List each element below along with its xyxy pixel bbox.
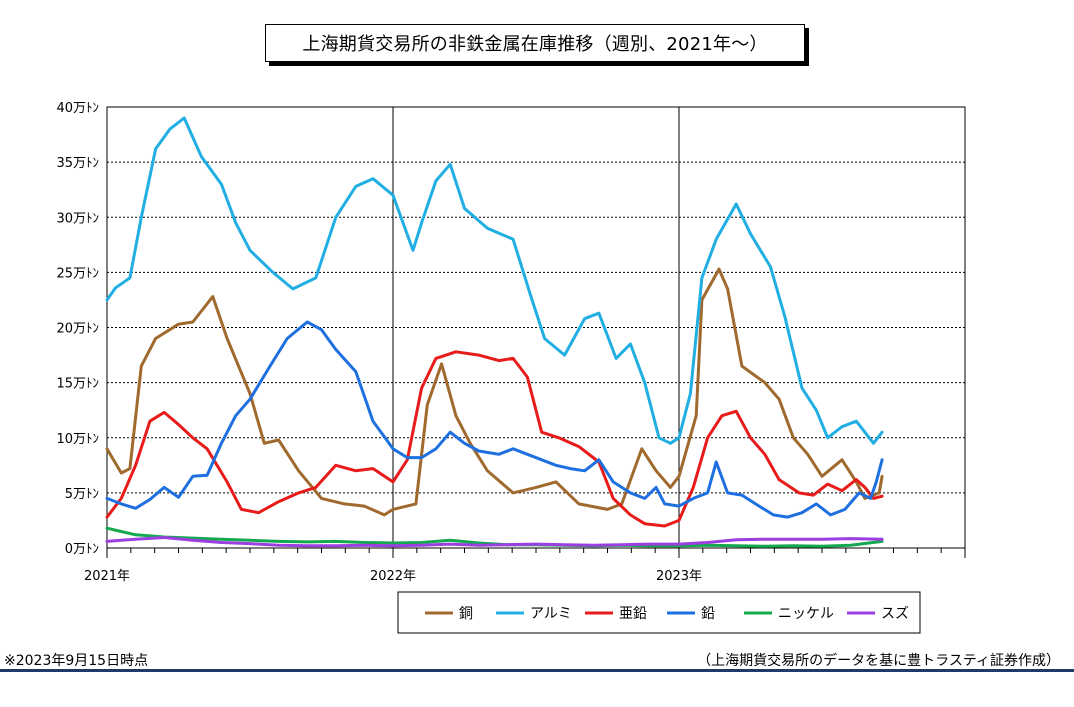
series-line-1: [107, 118, 882, 443]
x-tick-label: 2023年: [656, 569, 702, 584]
legend-label-5: スズ: [881, 606, 909, 622]
y-tick-label: 10万ﾄﾝ: [56, 432, 99, 447]
y-tick-label: 0万ﾄﾝ: [65, 542, 99, 557]
x-tick-label: 2022年: [370, 569, 416, 584]
legend-label-3: 鉛: [701, 606, 715, 622]
legend-label-4: ニッケル: [778, 606, 834, 622]
axis-layer: 0万ﾄﾝ 5万ﾄﾝ 10万ﾄﾝ 15万ﾄﾝ 20万ﾄﾝ 25万ﾄﾝ 30万ﾄﾝ 35万ﾄﾝ 40…: [56, 101, 965, 584]
y-tick-label: 5万ﾄﾝ: [65, 487, 99, 502]
footnote-date: ※2023年9月15日時点: [4, 650, 148, 670]
series-line-3: [107, 322, 882, 517]
legend-label-1: アルミ: [530, 606, 572, 622]
x-tick-label: 2021年: [84, 569, 130, 584]
footer-rule: [0, 669, 1074, 672]
series-layer: [107, 118, 882, 546]
y-tick-label: 35万ﾄﾝ: [56, 156, 99, 171]
footnote-source: （上海期貨交易所のデータを基に豊トラスティ証券作成）: [697, 650, 1060, 670]
y-tick-label: 20万ﾄﾝ: [56, 322, 99, 337]
grid-layer: [107, 107, 965, 548]
legend-box: [398, 592, 920, 633]
y-tick-label: 15万ﾄﾝ: [56, 377, 99, 392]
y-tick-label: 25万ﾄﾝ: [56, 266, 99, 281]
y-tick-label: 40万ﾄﾝ: [56, 101, 99, 116]
legend-label-2: 亜鉛: [619, 606, 647, 622]
y-tick-label: 30万ﾄﾝ: [56, 211, 99, 226]
legend-label-0: 銅: [459, 606, 473, 622]
